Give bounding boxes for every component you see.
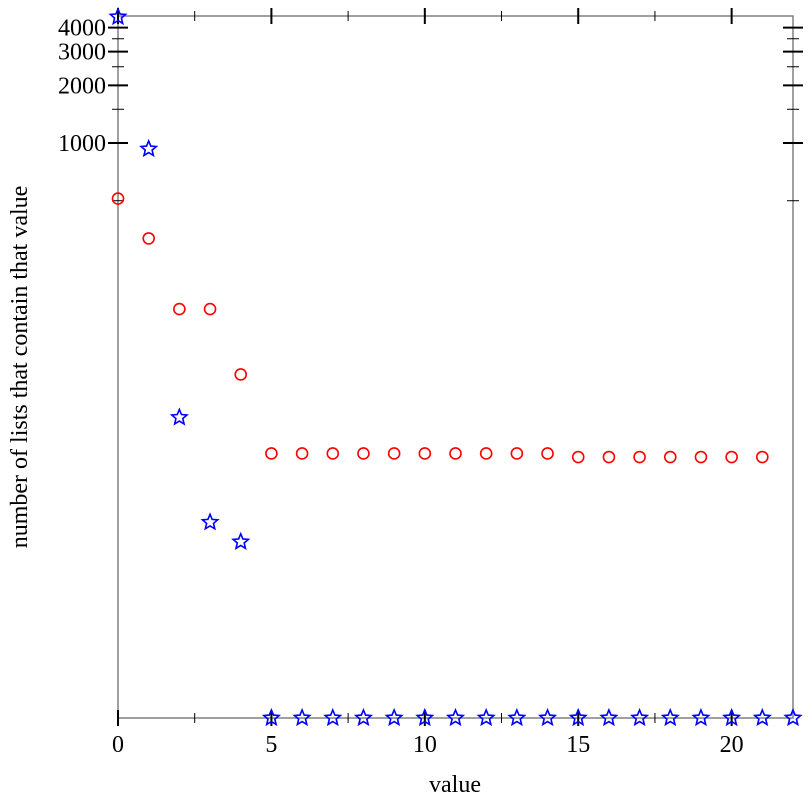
circle-point [265,447,278,460]
star-point [691,707,711,727]
star-point [261,707,282,727]
star-point [200,512,220,531]
x-tick-label: 5 [265,732,277,758]
circle-point [756,450,769,464]
star-point [415,707,435,727]
circle-point [479,447,493,460]
circle-point [449,447,462,460]
star-point [445,707,466,727]
star-point [722,707,742,727]
circle-point [571,450,585,464]
star-point [537,707,558,727]
x-tick-label: 0 [112,732,124,758]
star-point [108,6,128,26]
plot-frame [117,15,794,719]
circle-point [510,447,524,460]
star-point [476,707,496,727]
x-tick-label: 15 [566,732,590,758]
y-tick-label: 3000 [58,40,106,66]
star-point [507,707,527,727]
star-point [568,707,588,727]
circle-point [725,450,738,464]
circle-point [357,447,370,460]
circle-point [602,450,616,464]
star-point [384,707,404,727]
star-point [323,707,343,727]
star-point [353,707,374,727]
circle-point [173,302,186,316]
star-point [292,707,312,727]
circle-point [663,450,677,464]
circle-point [203,302,217,316]
star-point [231,531,251,551]
star-point [629,707,650,727]
y-axis-label: number of lists that contain that value [7,186,33,549]
star-point [599,707,619,727]
star-point [783,707,803,727]
circle-point [541,447,554,460]
data-points [108,6,803,727]
star-point [139,138,159,158]
circle-point [326,447,340,460]
circle-point [387,447,401,460]
y-tick-label: 2000 [58,73,106,99]
circle-point [234,368,248,381]
y-tick-label: 4000 [58,16,106,42]
circle-point [633,450,646,464]
circle-point [142,232,155,245]
plot-border [117,15,794,719]
y-tick-label: 1000 [58,131,106,157]
x-axis-label: value [429,772,481,798]
x-tick-label: 20 [720,732,744,758]
circle-point [694,450,708,464]
star-point [660,707,680,727]
star-point [169,407,189,426]
star-point [752,707,772,727]
circle-point [111,192,125,205]
x-tick-label: 10 [413,732,437,758]
circle-point [295,447,309,460]
circle-point [418,447,432,460]
